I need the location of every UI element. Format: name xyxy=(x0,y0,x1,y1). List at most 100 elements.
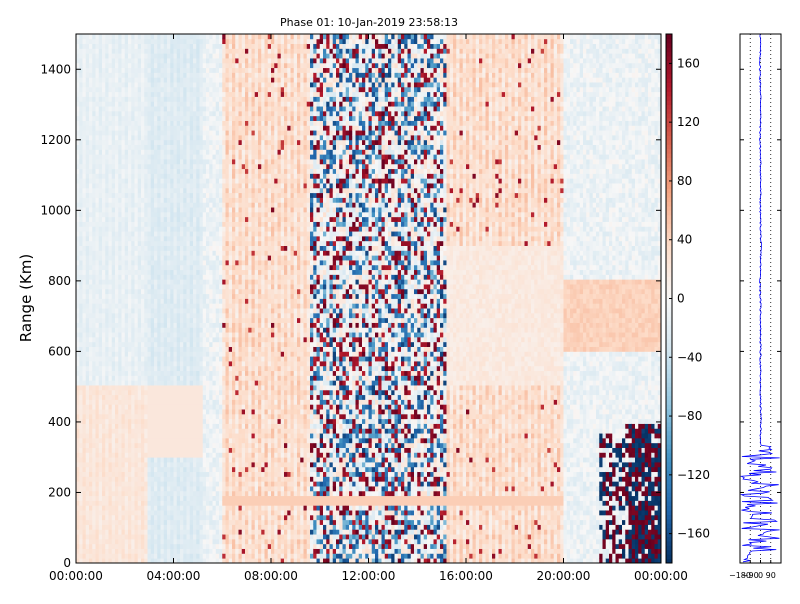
heatmap-cell xyxy=(124,365,129,372)
heatmap-cell xyxy=(199,260,204,266)
heatmap-cell xyxy=(150,553,155,559)
heatmap-cell xyxy=(76,120,80,126)
heatmap-cell xyxy=(76,341,80,347)
heatmap-cell xyxy=(150,413,155,420)
heatmap-cell xyxy=(202,322,207,328)
heatmap-cell xyxy=(98,274,103,280)
heatmap-cell xyxy=(102,524,106,530)
heatmap-cell xyxy=(154,58,158,64)
heatmap-cell xyxy=(98,558,103,564)
heatmap-cell xyxy=(163,404,168,410)
heatmap-cell xyxy=(131,380,135,386)
heatmap-cell xyxy=(82,284,87,290)
heatmap-cell xyxy=(79,134,83,141)
heatmap-cell xyxy=(199,380,204,386)
heatmap-cell xyxy=(128,159,132,165)
heatmap-cell xyxy=(121,72,126,78)
heatmap-cell xyxy=(85,159,90,165)
heatmap-cell xyxy=(219,495,223,501)
heatmap-cell xyxy=(193,260,197,266)
heatmap-cell xyxy=(167,413,171,420)
heatmap-cell xyxy=(128,183,132,189)
heatmap-cell xyxy=(173,110,178,117)
heatmap-cell xyxy=(157,163,161,170)
heatmap-cell xyxy=(193,231,197,237)
heatmap-cell xyxy=(92,293,96,299)
heatmap-cell xyxy=(118,125,122,131)
heatmap-cell xyxy=(163,442,168,448)
heatmap-cell xyxy=(92,34,96,40)
heatmap-cell xyxy=(108,490,113,497)
heatmap-cell xyxy=(199,77,204,83)
heatmap-cell xyxy=(79,226,83,232)
heatmap-cell xyxy=(124,409,129,415)
heatmap-cell xyxy=(163,514,168,521)
heatmap-cell xyxy=(121,413,126,420)
heatmap-cell xyxy=(150,519,155,525)
heatmap-cell xyxy=(180,91,184,97)
heatmap-cell xyxy=(173,418,178,424)
heatmap-cell xyxy=(131,48,135,54)
heatmap-cell xyxy=(186,120,191,126)
heatmap-cell xyxy=(173,120,178,126)
heatmap-cell xyxy=(150,346,155,352)
heatmap-cell xyxy=(176,115,181,121)
heatmap-cell xyxy=(98,514,103,521)
heatmap-cell xyxy=(134,245,139,251)
heatmap-cell xyxy=(209,553,213,559)
heatmap-cell xyxy=(170,173,174,179)
heatmap-cell xyxy=(189,423,194,429)
heatmap-cell xyxy=(199,231,204,237)
heatmap-cell xyxy=(108,72,113,78)
heatmap-cell xyxy=(137,447,142,453)
heatmap-cell xyxy=(176,385,181,391)
heatmap-cell xyxy=(189,264,194,271)
heatmap-cell xyxy=(193,187,197,194)
heatmap-cell xyxy=(128,96,132,102)
heatmap-cell xyxy=(131,53,135,59)
heatmap-cell xyxy=(85,67,90,73)
heatmap-cell xyxy=(131,134,135,141)
heatmap-cell xyxy=(222,346,226,352)
heatmap-cell xyxy=(160,187,165,194)
heatmap-cell xyxy=(173,62,178,69)
heatmap-cell xyxy=(92,211,96,218)
heatmap-cell xyxy=(115,389,119,396)
heatmap-cell xyxy=(199,91,204,97)
heatmap-cell xyxy=(193,370,197,376)
heatmap-cell xyxy=(202,476,207,482)
heatmap-cell xyxy=(82,221,87,227)
heatmap-cell xyxy=(98,346,103,352)
heatmap-cell xyxy=(111,284,116,290)
heatmap-cell xyxy=(150,394,155,400)
heatmap-cell xyxy=(193,250,197,256)
heatmap-cell xyxy=(212,274,217,280)
heatmap-cell xyxy=(215,385,220,391)
heatmap-cell xyxy=(212,293,217,299)
heatmap-cell xyxy=(173,322,178,328)
heatmap-cell xyxy=(163,466,168,473)
heatmap-cell xyxy=(141,163,145,170)
heatmap-cell xyxy=(157,500,161,506)
heatmap-cell xyxy=(95,346,100,352)
heatmap-cell xyxy=(85,125,90,131)
heatmap-cell xyxy=(167,134,171,141)
heatmap-cell xyxy=(160,457,165,463)
heatmap-cell xyxy=(196,284,200,290)
heatmap-cell xyxy=(206,457,210,463)
heatmap-cell xyxy=(196,101,200,107)
heatmap-cell xyxy=(193,538,197,545)
heatmap-cell xyxy=(147,221,152,227)
heatmap-cell xyxy=(115,91,119,97)
heatmap-cell xyxy=(105,356,109,362)
heatmap-cell xyxy=(85,524,90,530)
heatmap-cell xyxy=(144,207,148,213)
heatmap-cell xyxy=(157,86,161,93)
heatmap-cell xyxy=(118,91,122,97)
heatmap-cell xyxy=(219,264,223,271)
heatmap-cell xyxy=(167,394,171,400)
heatmap-cell xyxy=(128,221,132,227)
heatmap-cell xyxy=(160,34,165,40)
heatmap-cell xyxy=(85,101,90,107)
heatmap-cell xyxy=(128,288,132,295)
